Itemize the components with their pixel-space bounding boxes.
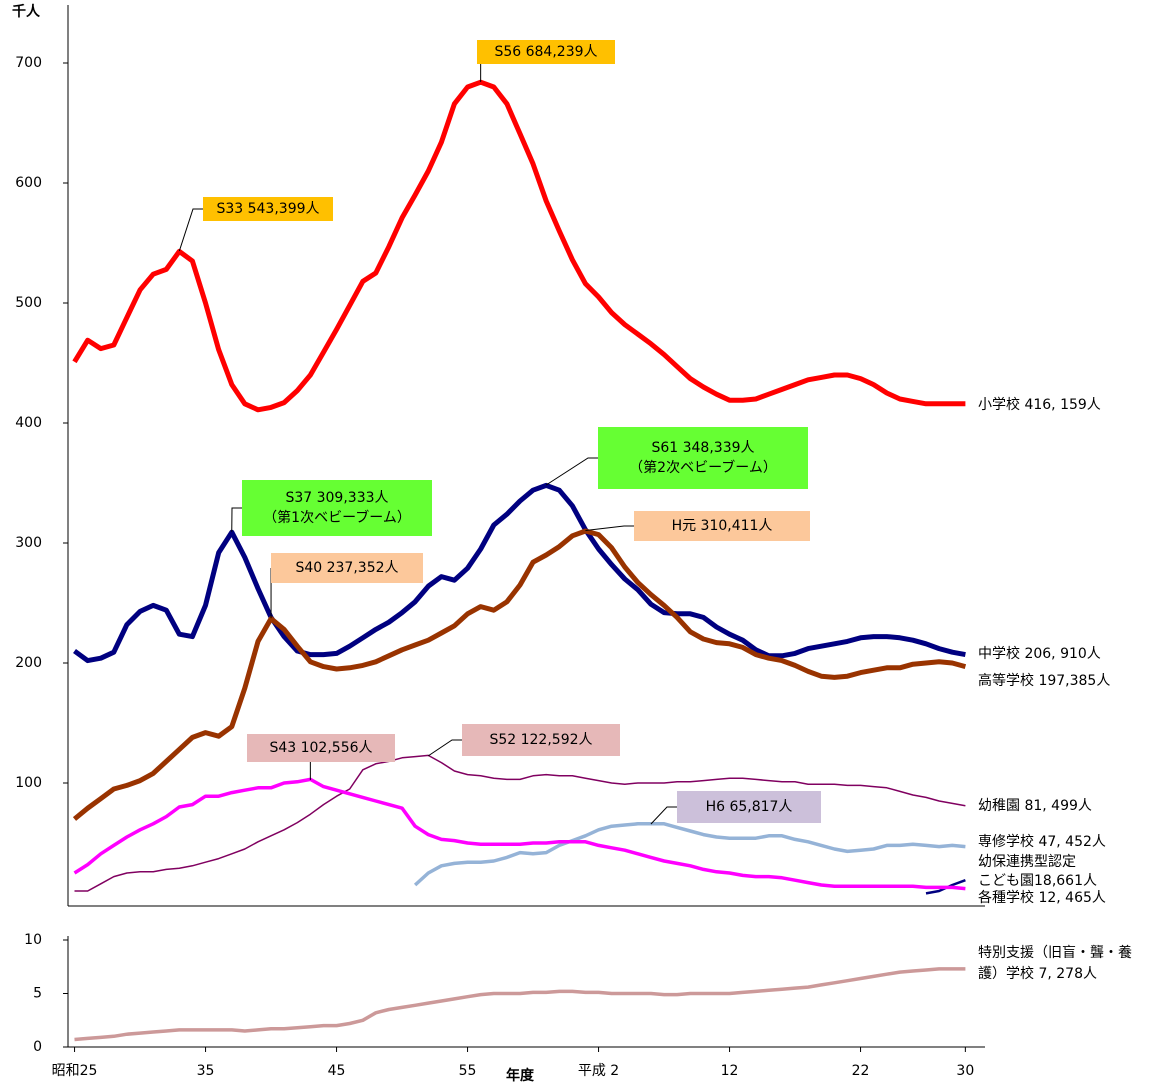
annotation-box — [477, 40, 615, 64]
annotation-leader — [650, 806, 677, 825]
y-tick-label: 600 — [15, 175, 42, 191]
x-tick-label: 昭和25 — [52, 1063, 98, 1079]
annotation-leader — [427, 739, 462, 757]
annotation-text: S33 543,399人 — [216, 201, 319, 217]
x-tick-label: 12 — [721, 1063, 739, 1079]
annotation-text: （第1次ベビーブーム） — [263, 509, 411, 526]
series-line — [413, 822, 966, 887]
series-label: 専修学校 47, 452人 — [978, 833, 1106, 850]
annotation-box — [271, 553, 423, 583]
annotation-box — [203, 197, 333, 221]
series-label: 幼稚園 81, 499人 — [978, 798, 1092, 814]
annotation-leader — [545, 457, 598, 486]
annotation-text: S37 309,333人 — [285, 490, 388, 506]
x-tick-label: 45 — [328, 1063, 346, 1079]
series-line — [73, 777, 966, 891]
annotation-leader — [231, 507, 242, 532]
annotation-text: H6 65,817人 — [706, 799, 793, 815]
y-tick-label: 10 — [24, 932, 42, 948]
series-label: 護）学校 7, 278人 — [978, 965, 1097, 982]
y-unit-label: 千人 — [12, 3, 41, 20]
x-tick-label: 30 — [956, 1063, 974, 1079]
annotation-text: S40 237,352人 — [295, 560, 398, 576]
x-tick-label: 35 — [197, 1063, 215, 1079]
annotation-box — [247, 734, 395, 762]
series-line — [74, 754, 966, 892]
y-tick-label: 0 — [33, 1039, 42, 1055]
x-axis-title: 年度 — [506, 1067, 535, 1084]
y-tick-label: 300 — [15, 535, 42, 551]
series-label: 高等学校 197,385人 — [978, 672, 1110, 689]
series-line — [73, 482, 966, 664]
annotation-box — [242, 480, 432, 536]
series-label: 小学校 416, 159人 — [978, 396, 1101, 413]
annotation-text: S56 684,239人 — [494, 44, 597, 60]
annotation-box — [462, 724, 620, 756]
series-label: 各種学校 12, 465人 — [978, 889, 1106, 906]
y-tick-label: 700 — [15, 55, 42, 71]
series-label: 特別支援（旧盲・聾・養 — [978, 944, 1132, 961]
y-tick-label: 5 — [33, 986, 42, 1002]
annotation-text: H元 310,411人 — [672, 518, 773, 534]
series-line — [72, 528, 967, 821]
y-tick-label: 500 — [15, 295, 42, 311]
series-label: 幼保連携型認定 — [978, 854, 1076, 870]
annotation-leader — [178, 208, 203, 252]
annotation-box — [634, 511, 810, 541]
annotation-text: S43 102,556人 — [269, 740, 372, 756]
y-tick-label: 200 — [15, 655, 42, 671]
annotation-text: （第2次ベビーブーム） — [629, 459, 777, 476]
annotation-text: S61 348,339人 — [651, 440, 754, 456]
series-label: 中学校 206, 910人 — [978, 645, 1101, 662]
x-tick-label: 平成 2 — [578, 1063, 619, 1079]
annotation-box — [677, 791, 821, 823]
y-tick-label: 100 — [15, 775, 42, 791]
series-label: こども園18,661人 — [978, 873, 1097, 889]
annotation-text: S52 122,592人 — [489, 732, 592, 748]
annotation-box — [598, 427, 808, 489]
x-tick-label: 22 — [852, 1063, 870, 1079]
series-line — [74, 967, 966, 1042]
series-line — [72, 79, 966, 413]
x-tick-label: 55 — [459, 1063, 477, 1079]
y-tick-label: 400 — [15, 415, 42, 431]
annotation-leader — [585, 525, 634, 532]
